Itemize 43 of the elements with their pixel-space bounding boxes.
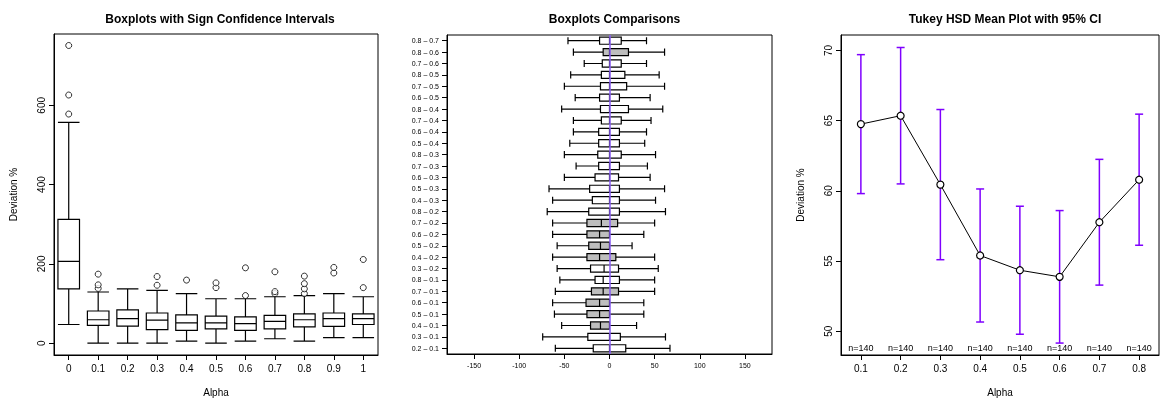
x-tick-label: 0.9 [326,362,342,374]
x-tick-label: 0.2 [893,362,909,374]
y-tick-label: 600 [35,96,47,114]
y-axis-title: Deviation % [7,167,19,222]
annotation: n=140 [887,343,914,353]
x-axis-title: Alpha [987,386,1014,398]
y-tick-label: 55 [822,254,834,267]
annotation: n=140 [848,343,874,353]
chart-title: Boxplots with Sign Confidence Intervals [105,12,336,26]
x-tick-label: 0 [65,362,72,374]
annotation: n=140 [967,343,993,353]
annotation: n=140 [1126,343,1152,353]
x-tick-label: 0.5 [1012,362,1028,374]
annotation: n=140 [927,343,954,353]
x-axis-title: Alpha [203,386,230,398]
x-tick-label: 1 [360,362,367,374]
x-tick-label: 0.5 [209,362,224,374]
x-tick-label: 0.8 [1132,362,1147,374]
x-tick-label: 0.4 [973,362,988,374]
y-tick-label: 0 [35,339,47,346]
x-tick-label: 0.1 [853,362,869,374]
annotation: n=140 [1086,343,1113,353]
x-tick-label: 0.1 [91,362,106,374]
x-tick-label: 0.2 [120,362,136,374]
x-tick-label: 0.6 [238,362,253,374]
y-tick-label: 60 [822,184,834,197]
y-tick-label: 400 [35,175,47,193]
y-axis-title: Deviation % [794,168,806,222]
chart-title: Tukey HSD Mean Plot with 95% CI [908,12,1102,26]
chart-title: Boxplots Comparisons [548,12,681,26]
x-tick-label: 0.3 [933,362,948,374]
x-tick-label: 0.4 [179,362,194,374]
x-tick-label: 0.6 [1052,362,1068,374]
x-tick-label: 0.3 [150,362,165,374]
annotation: n=140 [1046,343,1073,353]
x-tick-label: 0.7 [267,362,283,374]
x-tick-label: 0.7 [1092,362,1107,374]
y-tick-label: 50 [822,325,834,337]
y-tick-label: 200 [35,255,47,273]
x-tick-label: 0.8 [297,362,312,374]
y-tick-label: 70 [822,44,834,56]
y-tick-label: 65 [822,114,834,127]
annotation: n=140 [1007,343,1033,353]
